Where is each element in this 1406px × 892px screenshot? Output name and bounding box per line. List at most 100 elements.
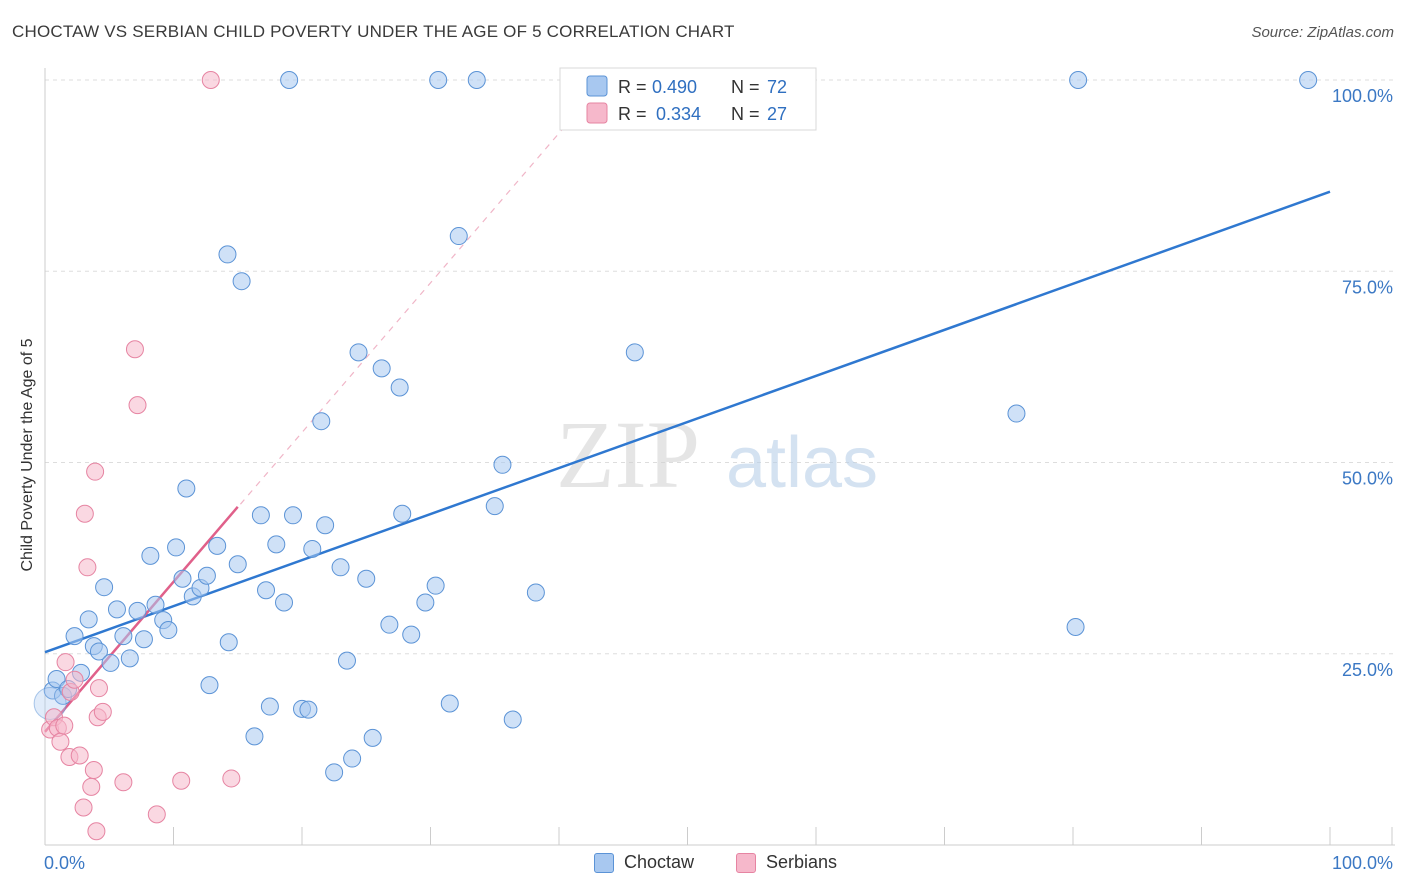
- tick-labels: 25.0% 50.0% 75.0% 100.0% 0.0% 100.0%: [44, 86, 1393, 873]
- axes: [44, 68, 1395, 846]
- legend-r-label-choctaw: R =: [618, 77, 647, 97]
- choctaw-point: [167, 538, 186, 557]
- choctaw-point: [232, 272, 251, 291]
- legend-r-value-serbians: 0.334: [656, 104, 701, 124]
- serbians-point: [74, 798, 93, 817]
- source-label: Source: ZipAtlas.com: [1251, 24, 1394, 41]
- choctaw-point: [390, 378, 409, 397]
- choctaw-point: [89, 642, 108, 661]
- choctaw-point: [312, 412, 331, 431]
- bottom-legend-serbians[interactable]: Serbians: [736, 852, 837, 873]
- choctaw-point: [101, 653, 120, 672]
- choctaw-point: [260, 697, 279, 716]
- choctaw-point: [426, 576, 445, 595]
- choctaw-point: [47, 669, 66, 688]
- choctaw-point: [128, 601, 147, 620]
- legend-swatch-serbians: [586, 102, 608, 124]
- legend: R = 0.490 N = 72 R = 0.334 N = 27: [559, 67, 817, 131]
- watermark: ZIP atlas: [556, 401, 878, 508]
- choctaw-point: [1069, 71, 1088, 89]
- choctaw-point: [1299, 71, 1318, 89]
- choctaw-point: [251, 506, 270, 525]
- serbians-point: [51, 732, 70, 751]
- choctaw-point: [357, 569, 376, 588]
- bottom-legend-swatch-serbians: [736, 852, 756, 873]
- choctaw-point: [372, 359, 391, 378]
- watermark-zip: ZIP: [556, 401, 700, 508]
- serbians-point: [75, 504, 94, 523]
- bottom-legend: Choctaw Serbians: [0, 852, 1406, 878]
- choctaw-point: [325, 763, 344, 782]
- legend-r-value-choctaw: 0.490: [652, 77, 697, 97]
- choctaw-point: [120, 649, 139, 668]
- legend-n-label-choctaw: N =: [731, 77, 760, 97]
- choctaw-point: [245, 727, 264, 746]
- choctaw-point: [218, 245, 237, 264]
- serbians-point: [222, 769, 241, 788]
- choctaw-point: [625, 343, 644, 362]
- serbians-point: [89, 679, 108, 698]
- legend-swatch-choctaw: [586, 75, 608, 97]
- choctaw-point: [299, 700, 318, 719]
- legend-n-value-serbians: 27: [767, 104, 787, 124]
- y-tick-label: 25.0%: [1342, 660, 1393, 680]
- choctaw-point: [337, 651, 356, 670]
- serbians-point: [93, 702, 112, 721]
- choctaw-point: [440, 694, 459, 713]
- serbians-point: [125, 340, 144, 359]
- choctaw-point: [526, 583, 545, 602]
- choctaw-point: [280, 71, 299, 89]
- serbians-point: [84, 761, 103, 780]
- choctaw-point: [503, 710, 522, 729]
- serbians-point: [82, 777, 101, 796]
- choctaw-point: [146, 595, 165, 614]
- serbians-point: [86, 462, 105, 481]
- choctaw-point: [349, 343, 368, 362]
- bottom-legend-swatch-choctaw: [594, 852, 614, 873]
- legend-n-label-serbians: N =: [731, 104, 760, 124]
- bottom-legend-label-serbians: Serbians: [766, 852, 838, 872]
- chart-title: CHOCTAW VS SERBIAN CHILD POVERTY UNDER T…: [12, 22, 735, 41]
- choctaw-point: [1007, 404, 1026, 423]
- choctaw-point: [416, 593, 435, 612]
- choctaw-point: [467, 71, 486, 89]
- choctaw-point: [208, 536, 227, 555]
- serbians-point: [201, 71, 220, 89]
- choctaw-point: [1066, 617, 1085, 636]
- x-tick-label-max: 100.0%: [1332, 853, 1393, 873]
- choctaw-point: [343, 749, 362, 768]
- choctaw-point: [141, 546, 160, 565]
- choctaw-point: [429, 71, 448, 89]
- choctaw-point: [219, 633, 238, 652]
- choctaw-trend-line: [44, 190, 1331, 654]
- choctaw-point: [134, 630, 153, 649]
- choctaw-point: [197, 566, 216, 585]
- serbians-point: [56, 653, 75, 672]
- serbians-point: [114, 773, 133, 792]
- legend-n-value-choctaw: 72: [767, 77, 787, 97]
- choctaw-point: [275, 593, 294, 612]
- choctaw-point: [173, 569, 192, 588]
- choctaw-point: [267, 535, 286, 554]
- serbians-point: [147, 805, 166, 824]
- choctaw-point: [79, 610, 98, 629]
- choctaw-point: [107, 600, 126, 619]
- serbians-point: [87, 822, 106, 841]
- choctaw-point: [402, 625, 421, 644]
- choctaw-point: [159, 621, 178, 640]
- choctaw-point: [393, 504, 412, 523]
- choctaw-point: [449, 227, 468, 246]
- bottom-legend-label-choctaw: Choctaw: [624, 852, 695, 872]
- choctaw-point: [363, 728, 382, 747]
- serbians-point: [128, 396, 147, 415]
- legend-r-label-serbians: R =: [618, 104, 647, 124]
- choctaw-point: [65, 627, 84, 646]
- bottom-legend-choctaw[interactable]: Choctaw: [594, 852, 694, 873]
- gridlines: [45, 79, 1395, 655]
- watermark-atlas: atlas: [726, 423, 878, 503]
- serbians-point: [65, 670, 84, 689]
- y-tick-label: 75.0%: [1342, 277, 1393, 297]
- choctaw-point: [316, 516, 335, 535]
- choctaw-point: [303, 539, 322, 558]
